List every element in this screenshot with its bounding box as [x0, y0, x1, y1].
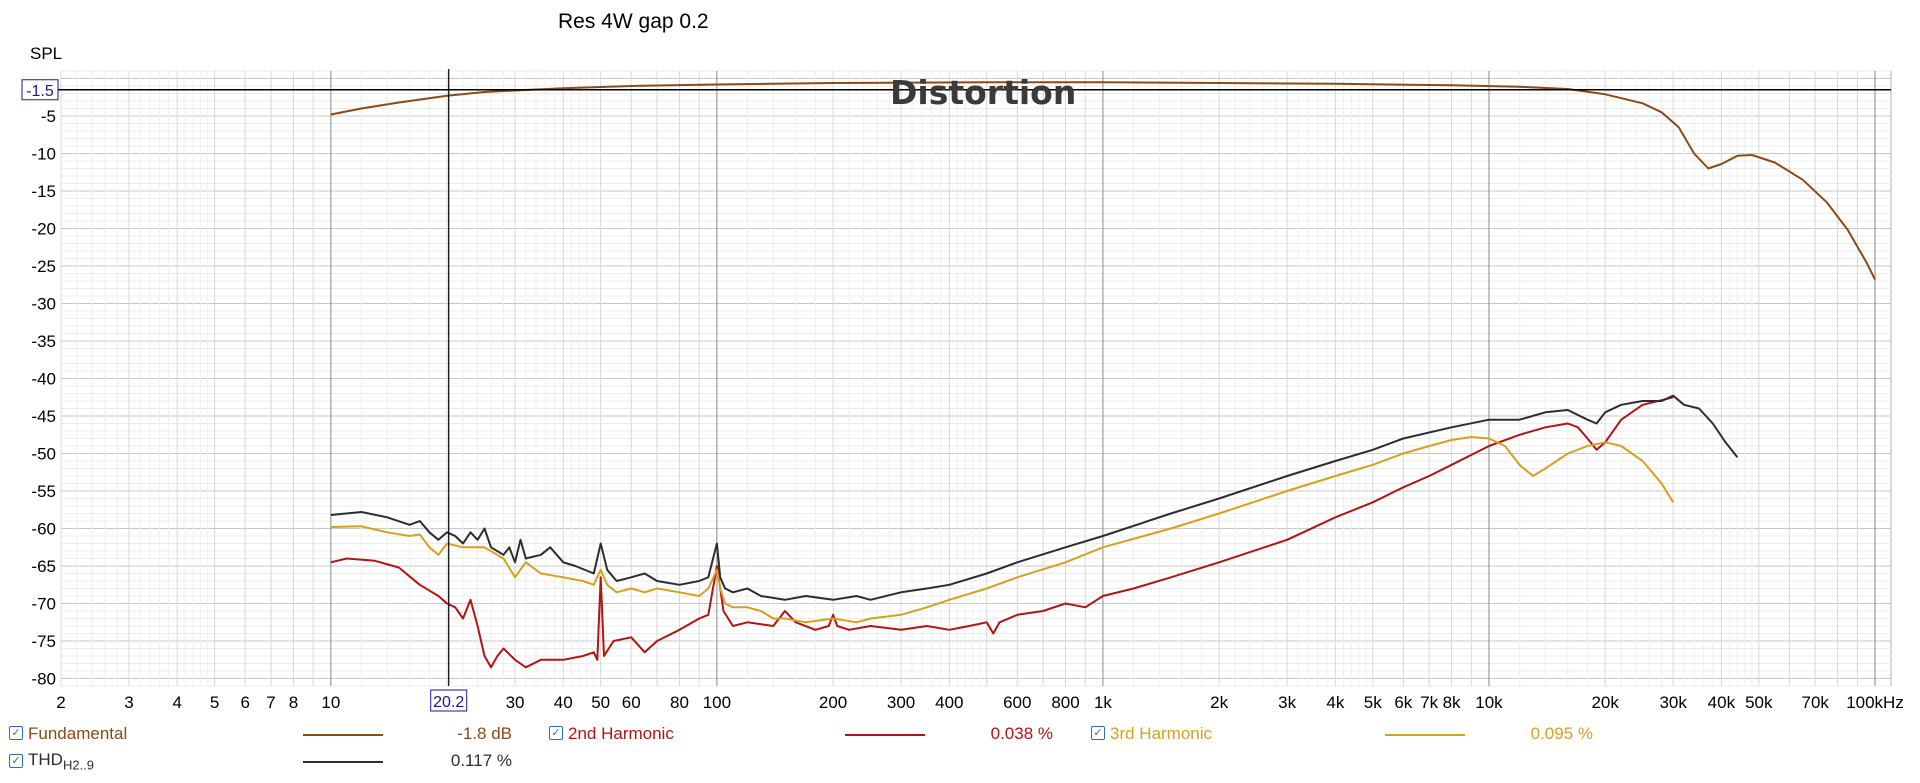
x-tick-label: 80 — [670, 693, 689, 712]
x-tick-label: 5k — [1364, 693, 1382, 712]
x-tick-label: 30 — [506, 693, 525, 712]
legend-value-2nd-harmonic: 0.038 % — [990, 724, 1053, 743]
y-tick-label: -70 — [31, 595, 56, 614]
distortion-annotation: Distortion — [890, 73, 1076, 112]
x-tick-label: 50 — [591, 693, 610, 712]
y-tick-label: -30 — [31, 295, 56, 314]
x-tick-label: 8k — [1443, 693, 1461, 712]
x-tick-label: 50k — [1745, 693, 1773, 712]
x-tick-label: 2k — [1210, 693, 1228, 712]
cursor-x-box — [430, 689, 468, 712]
legend-swatch-3rd-harmonic — [1385, 734, 1465, 736]
x-tick-label: 3k — [1278, 693, 1296, 712]
x-tick-label: 4 — [172, 693, 181, 712]
cursor-x-label: 20.2 — [433, 694, 464, 711]
y-tick-label: -55 — [31, 482, 56, 501]
x-tick-label: 100kHz — [1846, 693, 1904, 712]
x-tick-label: 6 — [240, 693, 249, 712]
x-tick-label: 3 — [124, 693, 133, 712]
x-tick-label: 60 — [622, 693, 641, 712]
x-tick-label: 10 — [321, 693, 340, 712]
x-tick-label: 70k — [1802, 693, 1830, 712]
y-tick-label: -5 — [41, 107, 56, 126]
legend-value-3rd-harmonic: 0.095 % — [1530, 724, 1593, 743]
cursor-layer: -1.5 20.2 — [21, 69, 1891, 712]
x-tick-label: 4k — [1326, 693, 1344, 712]
y-tick-label: -65 — [31, 557, 56, 576]
legend-label-3rd-harmonic: 3rd Harmonic — [1110, 724, 1213, 743]
legend-label-thd-sub: H2..9 — [62, 757, 95, 773]
series-line-2nd-harmonic — [330, 396, 1674, 669]
y-tick-label: -15 — [31, 182, 56, 201]
series-line-3rd-harmonic — [330, 436, 1675, 624]
x-tick-label: 10k — [1475, 693, 1503, 712]
legend-row-1: ✓ Fundamental -1.8 dB ✓ 2nd Harmonic 0.0… — [0, 723, 1920, 747]
cursor-y-box — [21, 79, 59, 101]
x-tick-label: 2 — [56, 693, 65, 712]
legend-label-2nd-harmonic: 2nd Harmonic — [568, 724, 674, 743]
x-tick-label: 20k — [1591, 693, 1619, 712]
y-tick-label: -80 — [31, 670, 56, 689]
y-tick-label: -50 — [31, 445, 56, 464]
y-tick-label: -60 — [31, 520, 56, 539]
y-tick-labels: -5 -10 -15 -20 -25 -30 -35 -40 -45 -50 -55 -60 -65 -7… — [31, 107, 56, 689]
3rd-harmonic-checkbox[interactable]: ✓ — [1091, 726, 1105, 740]
x-tick-label: 300 — [887, 693, 915, 712]
y-gridlines — [61, 70, 1891, 687]
x-tick-label: 5 — [210, 693, 219, 712]
legend-label-fundamental: Fundamental — [28, 724, 128, 743]
legend-label-thd-main: THD — [28, 750, 63, 769]
y-tick-label: -75 — [31, 632, 56, 651]
x-tick-label: 8 — [289, 693, 298, 712]
x-tick-label: 30k — [1659, 693, 1687, 712]
x-tick-label: 800 — [1051, 693, 1079, 712]
legend-swatch-thd — [303, 761, 383, 763]
y-tick-label: -25 — [31, 257, 56, 276]
legend-row-2: ✓ THDH2..9 0.117 % — [0, 750, 1920, 774]
x-tick-label: 400 — [935, 693, 963, 712]
y-tick-label: -35 — [31, 332, 56, 351]
y-tick-label: -40 — [31, 370, 56, 389]
series-line-thd — [330, 394, 1739, 601]
x-tick-label: 200 — [819, 693, 847, 712]
chart-title: Res 4W gap 0.2 — [558, 10, 709, 33]
y-tick-label: -20 — [31, 220, 56, 239]
x-tick-label: 40k — [1708, 693, 1736, 712]
y-tick-label: -10 — [31, 145, 56, 164]
legend-label-thd: THDH2..9 — [28, 750, 94, 772]
x-tick-label: 1k — [1094, 693, 1112, 712]
legend-value-thd: 0.117 % — [450, 751, 512, 770]
thd-checkbox[interactable]: ✓ — [9, 754, 23, 768]
x-tick-labels: 2 3 4 5 6 7 8 10 30 40 50 60 80 100 200 300 400 600 800 1k 2… — [56, 693, 1904, 712]
x-tick-label: 7k — [1420, 693, 1438, 712]
x-tick-label: 7 — [266, 693, 275, 712]
x-tick-label: 40 — [554, 693, 573, 712]
2nd-harmonic-checkbox[interactable]: ✓ — [549, 726, 563, 740]
y-axis-label: SPL — [30, 44, 62, 63]
x-tick-label: 100 — [703, 693, 731, 712]
legend-swatch-2nd-harmonic — [845, 734, 925, 736]
y-tick-label: -45 — [31, 407, 56, 426]
x-tick-label: 600 — [1003, 693, 1031, 712]
fundamental-checkbox[interactable]: ✓ — [9, 726, 23, 740]
cursor-y-label: -1.5 — [26, 83, 54, 100]
legend-swatch-fundamental — [303, 734, 383, 736]
legend-value-fundamental: -1.8 dB — [457, 724, 512, 743]
x-tick-label: 6k — [1394, 693, 1412, 712]
x-gridlines — [60, 71, 1876, 686]
